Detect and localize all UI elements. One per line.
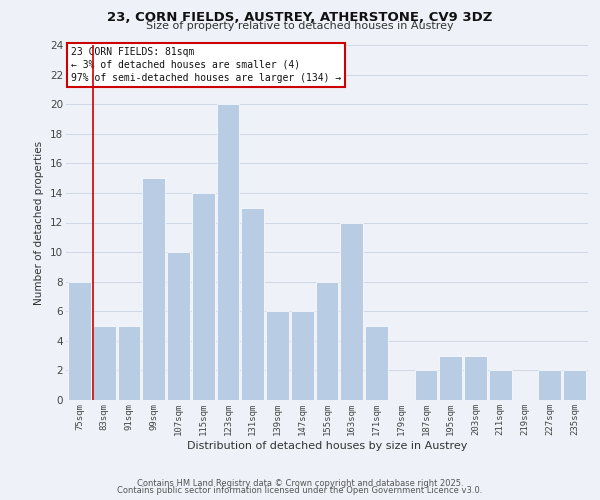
Bar bbox=[291, 311, 314, 400]
Y-axis label: Number of detached properties: Number of detached properties bbox=[34, 140, 44, 304]
Bar bbox=[415, 370, 437, 400]
Bar bbox=[464, 356, 487, 400]
Text: Size of property relative to detached houses in Austrey: Size of property relative to detached ho… bbox=[146, 21, 454, 31]
Bar bbox=[93, 326, 116, 400]
Bar bbox=[241, 208, 264, 400]
Bar bbox=[142, 178, 165, 400]
Bar bbox=[266, 311, 289, 400]
Bar bbox=[365, 326, 388, 400]
Bar bbox=[192, 193, 215, 400]
Bar bbox=[563, 370, 586, 400]
Bar bbox=[489, 370, 512, 400]
Text: 23 CORN FIELDS: 81sqm
← 3% of detached houses are smaller (4)
97% of semi-detach: 23 CORN FIELDS: 81sqm ← 3% of detached h… bbox=[71, 47, 341, 83]
Bar bbox=[167, 252, 190, 400]
Bar bbox=[340, 222, 363, 400]
X-axis label: Distribution of detached houses by size in Austrey: Distribution of detached houses by size … bbox=[187, 440, 467, 450]
Bar bbox=[68, 282, 91, 400]
Bar bbox=[118, 326, 140, 400]
Bar bbox=[316, 282, 338, 400]
Bar bbox=[217, 104, 239, 400]
Text: Contains public sector information licensed under the Open Government Licence v3: Contains public sector information licen… bbox=[118, 486, 482, 495]
Text: 23, CORN FIELDS, AUSTREY, ATHERSTONE, CV9 3DZ: 23, CORN FIELDS, AUSTREY, ATHERSTONE, CV… bbox=[107, 11, 493, 24]
Bar bbox=[538, 370, 561, 400]
Bar bbox=[439, 356, 462, 400]
Text: Contains HM Land Registry data © Crown copyright and database right 2025.: Contains HM Land Registry data © Crown c… bbox=[137, 478, 463, 488]
